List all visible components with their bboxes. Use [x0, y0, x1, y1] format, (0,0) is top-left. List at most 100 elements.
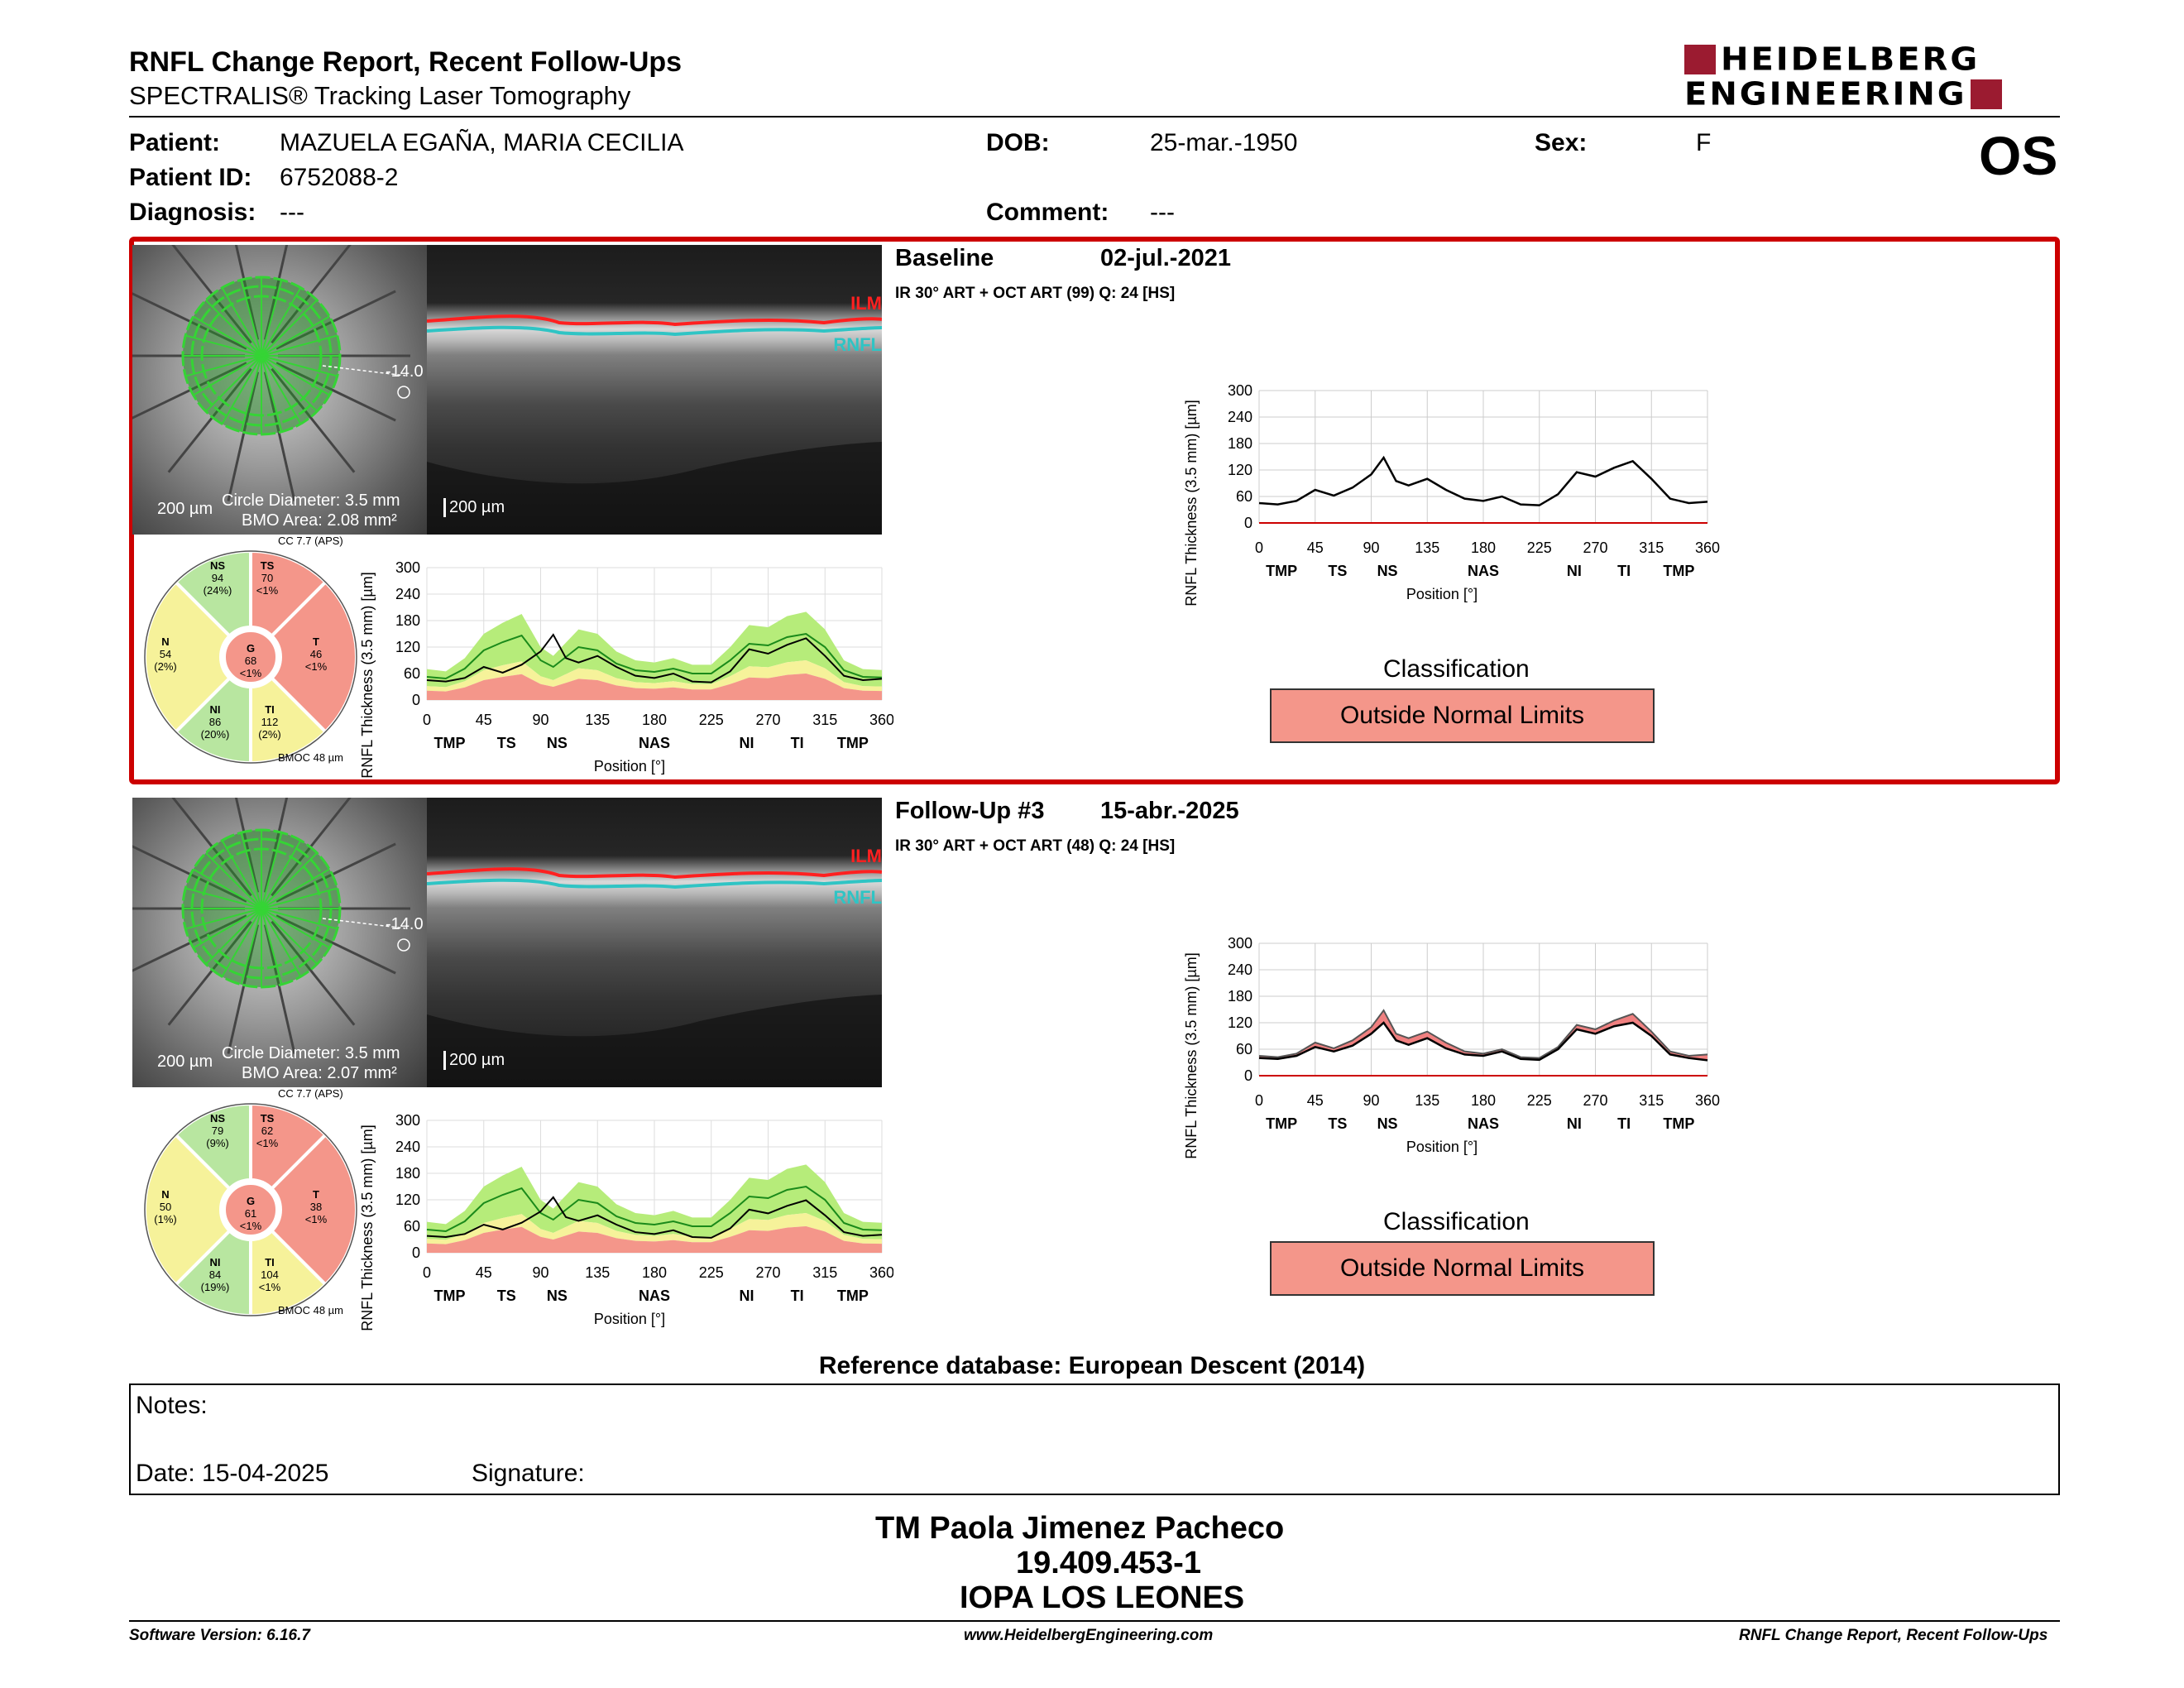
sector-ti-value: 112 [261, 716, 279, 728]
sector-ts-label: TS [261, 1112, 275, 1125]
sector-n-pct: (2%) [154, 660, 176, 673]
y-axis-label: RNFL Thickness (3.5 mm) [µm] [359, 1125, 376, 1331]
thickness-change-chart: 0 60 120 180 240 300 0 45 90 135 180 225 270 315 360 TM… [1175, 932, 1737, 1180]
x-tick-label: 225 [699, 712, 724, 728]
sector-ts-label: TS [261, 559, 275, 572]
sector-label: TMP [837, 1288, 869, 1304]
x-tick-label: 360 [869, 712, 893, 728]
x-tick-label: 360 [1695, 539, 1720, 556]
bmoc-label: BMOC 48 µm [278, 751, 344, 764]
operator-id: 19.409.453-1 [1016, 1546, 1201, 1580]
sector-ti-label: TI [265, 703, 275, 716]
x-tick-label: 0 [423, 712, 431, 728]
sector-ti-pct: (2%) [258, 728, 280, 741]
sector-wheel: NS 79 (9%) TS 62 <1% N 50 (1%) G 61 <1% T 38 <1% NI 84 (1… [139, 1096, 362, 1319]
x-tick-label: 270 [1583, 1092, 1607, 1109]
oct-bscan: ILM RNFL 200 µm [427, 798, 882, 1087]
x-tick-label: 135 [1415, 1092, 1439, 1109]
sector-label: NS [547, 1288, 568, 1304]
y-tick-label: 0 [412, 1244, 420, 1261]
operator-place: IOPA LOS LEONES [960, 1580, 1245, 1615]
normal-band [427, 1164, 882, 1240]
normal-band [427, 611, 882, 688]
sector-n-value: 50 [160, 1201, 171, 1213]
x-tick-label: 315 [1639, 539, 1664, 556]
x-tick-label: 90 [1363, 539, 1379, 556]
sector-ni-label: NI [210, 703, 221, 716]
sector-profile-chart: 0 60 120 180 240 300 0 45 90 135 180 225 270 315 360 TM… [356, 1096, 894, 1336]
y-tick-label: 240 [395, 586, 420, 602]
sector-n-value: 54 [160, 648, 171, 660]
sector-t-value: 38 [310, 1201, 322, 1213]
x-axis-label: Position [°] [1406, 586, 1478, 602]
y-tick-label: 120 [395, 1192, 420, 1208]
y-tick-label: 0 [1244, 515, 1252, 531]
comment-value: --- [1150, 199, 1175, 226]
scan-angle-label: -14.0 [386, 915, 424, 933]
logo-square-icon [1684, 45, 1716, 74]
sector-n-label: N [161, 1188, 169, 1201]
company-logo: HEIDELBERG ENGINEERING [1684, 43, 2061, 111]
exam-title: Follow-Up #3 [895, 798, 1045, 824]
sector-g-pct: <1% [240, 1220, 262, 1232]
rnfl-label: RNFL [833, 887, 882, 908]
y-tick-label: 180 [395, 612, 420, 629]
oct-segmentation [427, 867, 882, 1087]
y-tick-label: 0 [1244, 1067, 1252, 1084]
x-tick-label: 225 [1527, 539, 1552, 556]
sector-label: NS [1377, 563, 1398, 579]
sector-label: TS [497, 735, 516, 751]
x-tick-label: 90 [1363, 1092, 1379, 1109]
sector-label: NS [547, 735, 568, 751]
sector-label: NAS [639, 735, 670, 751]
scan-info: IR 30° ART + OCT ART (99) Q: 24 [HS] [895, 285, 1176, 302]
sector-ni-value: 84 [209, 1268, 221, 1281]
y-tick-label: 120 [1228, 1014, 1252, 1031]
x-tick-label: 270 [1583, 539, 1607, 556]
bmo-area-label: BMO Area: 2.07 mm² [242, 1064, 397, 1082]
diagnosis-label: Diagnosis: [129, 199, 256, 226]
sector-label: NI [740, 735, 754, 751]
x-tick-label: 270 [755, 712, 780, 728]
sector-label: TMP [1266, 563, 1297, 579]
scan-circle-overlay [132, 245, 410, 501]
signature-label: Signature: [472, 1460, 585, 1487]
thickness-change-chart: 0 60 120 180 240 300 0 45 90 135 180 225 270 315 360 TM… [1175, 379, 1737, 627]
x-tick-label: 0 [1255, 1092, 1263, 1109]
sector-ni-value: 86 [209, 716, 221, 728]
diagnosis-value: --- [280, 199, 304, 226]
y-tick-label: 300 [395, 1112, 420, 1129]
x-tick-label: 270 [755, 1264, 780, 1281]
website: www.HeidelbergEngineering.com [964, 1627, 1214, 1644]
sector-label: TMP [434, 735, 466, 751]
notes-box[interactable]: Notes: Date: 15-04-2025 Signature: [129, 1383, 2060, 1495]
sector-t-label: T [313, 1188, 319, 1201]
sector-label: TMP [1663, 563, 1694, 579]
sector-g-label: G [247, 1195, 255, 1207]
patient-id: 6752088-2 [280, 164, 399, 191]
sector-label: TS [1328, 563, 1347, 579]
series-line [1258, 1021, 1708, 1062]
sector-g [223, 629, 279, 685]
sector-ts-value: 70 [261, 572, 273, 584]
operator-name: TM Paola Jimenez Pacheco [875, 1511, 1285, 1546]
sector-label: TS [497, 1288, 516, 1304]
y-tick-label: 120 [395, 639, 420, 655]
classification-label: Classification [1383, 1208, 1530, 1235]
patient-name-label: Patient: [129, 129, 221, 156]
sector-profile-chart: 0 60 120 180 240 300 0 45 90 135 180 225 270 315 360 TM… [356, 543, 894, 783]
sector-ns-pct: (24%) [204, 584, 232, 597]
x-tick-label: 360 [1695, 1092, 1720, 1109]
y-tick-label: 240 [1228, 409, 1252, 425]
x-tick-label: 45 [476, 1264, 492, 1281]
x-tick-label: 180 [1471, 539, 1496, 556]
sector-label: NAS [1468, 1115, 1499, 1132]
sector-t-label: T [313, 635, 319, 648]
sector-ns-value: 94 [212, 572, 223, 584]
exam-title: Baseline [895, 245, 994, 271]
y-tick-label: 0 [412, 692, 420, 708]
cc-label: CC 7.7 (APS) [278, 1087, 343, 1100]
outside-band [427, 1226, 882, 1253]
baseline-series-line [1258, 1009, 1708, 1059]
sector-label: TI [1617, 563, 1631, 579]
